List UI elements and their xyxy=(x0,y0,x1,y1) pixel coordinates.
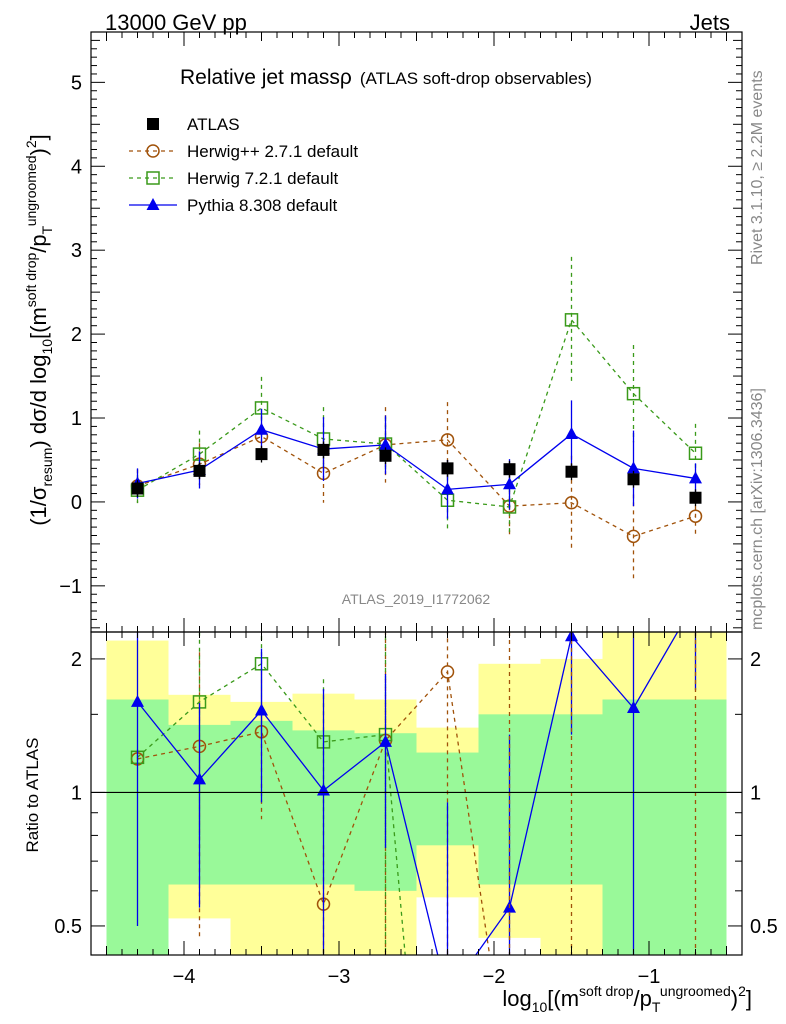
y-tick-label: 2 xyxy=(71,324,82,346)
ratio-line-herwig-7-2-1-default xyxy=(137,662,406,955)
jets-label: Jets xyxy=(690,10,730,35)
point-herwig-7-2-1-default xyxy=(688,446,703,461)
ratio-point-pythia-8-308-default xyxy=(193,772,206,785)
point-pythia-8-308-default xyxy=(255,422,268,435)
x-tick-label: −3 xyxy=(328,966,351,988)
x-axis-label: log10[(msoft drop/pTungroomed)2] xyxy=(502,983,752,1015)
legend-marker-atlas xyxy=(147,118,159,130)
legend-marker-herwig-2-7-1-default xyxy=(146,144,160,158)
y-tick-label: 3 xyxy=(71,240,82,262)
legend-label-atlas: ATLAS xyxy=(187,115,240,134)
point-herwig-2-7-1-default xyxy=(688,509,703,523)
point-pythia-8-308-default xyxy=(565,426,578,439)
point-herwig-2-7-1-default xyxy=(626,529,641,544)
y-tick-label: 4 xyxy=(71,156,82,178)
x-tick-label: −1 xyxy=(638,966,661,988)
point-pythia-8-308-default xyxy=(441,482,454,495)
rivet-label: Rivet 3.1.10, ≥ 2.2M events xyxy=(749,70,766,265)
y-axis-label: (1/σresum) dσ/d log10[(msoft drop/pTungr… xyxy=(23,134,55,526)
legend-label-herwig-7-2-1-default: Herwig 7.2.1 default xyxy=(187,169,338,188)
point-pythia-8-308-default xyxy=(689,471,702,484)
ratio-tick-label: 1 xyxy=(71,782,82,804)
ratio-tick-label-right: 2 xyxy=(750,649,761,671)
point-pythia-8-308-default xyxy=(627,461,640,474)
ratio-point-pythia-8-308-default xyxy=(131,694,144,707)
point-pythia-8-308-default xyxy=(379,437,392,450)
ratio-point-pythia-8-308-default xyxy=(379,734,392,747)
series-line-pythia-8-308-default xyxy=(137,429,696,491)
ratio-point-pythia-8-308-default xyxy=(441,988,454,1000)
ratio-point-herwig-2-7-1-default xyxy=(440,665,455,679)
mcplots-label: mcplots.cern.ch [arXiv:1306.3436] xyxy=(749,388,766,630)
legend-label-pythia-8-308-default: Pythia 8.308 default xyxy=(187,196,338,215)
ratio-point-pythia-8-308-default xyxy=(255,703,268,716)
ratio-tick-label-right: 0.5 xyxy=(750,916,778,938)
ratio-tick-label: 2 xyxy=(71,649,82,671)
legend-label-herwig-2-7-1-default: Herwig++ 2.7.1 default xyxy=(187,142,358,161)
legend: ATLAS Herwig++ 2.7.1 default Herwig 7.2.1 … xyxy=(129,115,358,215)
point-herwig-7-2-1-default xyxy=(564,313,579,327)
legend-marker-pythia-8-308-default xyxy=(146,198,160,210)
main-plot-area xyxy=(130,256,703,579)
point-herwig-2-7-1-default xyxy=(564,496,579,510)
point-atlas xyxy=(255,448,268,461)
collision-label: 13000 GeV pp xyxy=(105,10,247,35)
point-atlas xyxy=(379,449,392,462)
plot-title: Relative jet massρ (ATLAS soft-drop obser… xyxy=(180,66,592,89)
point-atlas xyxy=(441,462,454,475)
point-atlas xyxy=(193,464,206,477)
axes: −4 −3 −2 −1 −1 0 1 2 3 4 5 0.5 0.5 1 1 2 2 xyxy=(54,31,778,988)
ratio-point-pythia-8-308-default xyxy=(627,701,640,714)
ratio-line-pythia-8-308-default xyxy=(136,632,679,955)
ratio-point-pythia-8-308-default xyxy=(689,594,702,606)
y-tick-label: 0 xyxy=(71,492,82,514)
ratio-plot-area xyxy=(130,594,702,1000)
y-tick-label: 5 xyxy=(71,72,82,94)
point-atlas xyxy=(627,473,640,486)
point-pythia-8-308-default xyxy=(503,477,516,490)
ratio-tick-label: 0.5 xyxy=(54,916,82,938)
series-line-herwig-7-2-1-default xyxy=(137,318,696,508)
ratio-y-label: Ratio to ATLAS xyxy=(23,738,42,853)
y-tick-label: 1 xyxy=(71,408,82,430)
point-herwig-7-2-1-default xyxy=(626,386,641,401)
point-atlas xyxy=(503,463,516,476)
ratio-tick-label-right: 1 xyxy=(750,782,761,804)
point-atlas xyxy=(131,482,144,495)
y-tick-label: −1 xyxy=(59,576,82,598)
point-atlas xyxy=(689,491,702,504)
point-herwig-2-7-1-default xyxy=(440,433,455,447)
analysis-id: ATLAS_2019_I1772062 xyxy=(342,591,491,607)
x-tick-label: −4 xyxy=(173,966,196,988)
point-atlas xyxy=(317,443,330,456)
legend-marker-herwig-7-2-1-default xyxy=(146,171,160,185)
point-atlas xyxy=(565,465,578,478)
x-tick-label: −2 xyxy=(483,966,506,988)
series-line-herwig-2-7-1-default xyxy=(137,435,696,538)
